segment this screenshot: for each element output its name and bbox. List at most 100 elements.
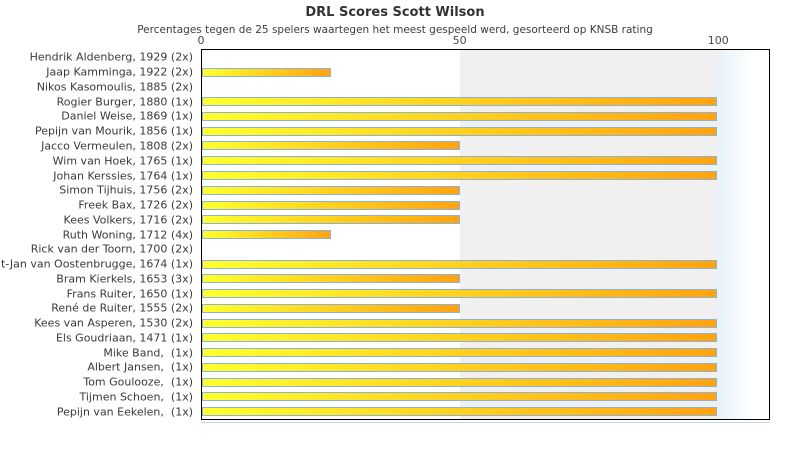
y-label: Frans Ruiter, 1650 (1x) [66,287,193,301]
y-label: Kees Volkers, 1716 (2x) [63,213,193,227]
y-label: Tom Goulooze, (1x) [83,375,193,389]
y-label: Nikos Kasomoulis, 1885 (2x) [36,80,193,94]
bar-row [202,286,769,301]
bar-row [202,50,769,65]
bar-row [202,242,769,257]
y-label: Pepijn van Eekelen, (1x) [56,405,193,419]
y-label-row: Jacco Vermeulen, 1808 (2x) [0,139,196,154]
y-label-row: Mike Band, (1x) [0,345,196,360]
x-tick-label: 50 [452,34,467,47]
y-label-row: Kees van Asperen, 1530 (2x) [0,316,196,331]
bar-row [202,316,769,331]
y-label: Wim van Hoek, 1765 (1x) [52,154,193,168]
bar [202,171,718,180]
bar [202,97,718,107]
y-label: Pepijn van Mourik, 1856 (1x) [34,124,193,138]
bar [202,215,460,225]
y-label-row: Tom Goulooze, (1x) [0,375,196,390]
bar-row [202,168,769,183]
bar-row [202,94,769,109]
bar-row [202,345,769,360]
y-label: René de Ruiter, 1555 (2x) [51,301,193,315]
bar [202,333,718,343]
band-50-100 [459,50,718,419]
band-beyond-100 [717,50,769,419]
bar [202,362,718,372]
y-label-row: Kees Volkers, 1716 (2x) [0,212,196,227]
bar-row [202,198,769,213]
y-label-row: Ruth Woning, 1712 (4x) [0,227,196,242]
chart-title: DRL Scores Scott Wilson [305,5,485,20]
bar [202,289,718,299]
bar [202,318,718,328]
y-label-row: Jaap Kamminga, 1922 (2x) [0,65,196,80]
y-label-row: Daniel Weise, 1869 (1x) [0,109,196,124]
y-label: Simon Tijhuis, 1756 (2x) [59,183,193,197]
y-label-row: Rogier Burger, 1880 (1x) [0,94,196,109]
plot-rows [202,50,769,419]
x-tick-label: 0 [197,34,205,47]
y-label: Ruth Woning, 1712 (4x) [62,228,193,242]
bar [202,200,460,210]
bar-row [202,360,769,375]
y-label: Johan Kerssies, 1764 (1x) [53,169,193,182]
bar [202,67,331,77]
y-label-row: Simon Tijhuis, 1756 (2x) [0,183,196,198]
y-label: Freek Bax, 1726 (2x) [78,198,193,212]
y-label: Tijmen Schoen, (1x) [79,390,194,404]
bar-row [202,227,769,242]
bar-row [202,80,769,95]
bar-row [202,212,769,227]
bar-row [202,109,769,124]
bar [202,377,718,387]
plot-shadow-line [201,422,770,423]
bar [202,348,718,358]
y-label: Mike Band, (1x) [103,346,193,360]
y-label: t-Jan van Oostenbrugge, 1674 (1x) [0,257,193,271]
bar-row [202,183,769,198]
bar [202,126,718,136]
y-label: Albert Jansen, (1x) [87,360,193,374]
y-label-row: Nikos Kasomoulis, 1885 (2x) [0,80,196,95]
y-label-row: Johan Kerssies, 1764 (1x) [0,168,196,183]
y-label-row: Els Goudriaan, 1471 (1x) [0,331,196,346]
y-label-row: Pepijn van Eekelen, (1x) [0,404,196,419]
x-axis-ticks: 0 50 100 [197,34,770,48]
bar-row [202,257,769,272]
bar [202,407,718,417]
bar [202,392,718,402]
y-label-row: Wim van Hoek, 1765 (1x) [0,153,196,168]
bar [202,230,331,240]
y-label: Bram Kierkels, 1653 (3x) [56,272,193,286]
bar [202,259,718,269]
y-label-row: Bram Kierkels, 1653 (3x) [0,271,196,286]
y-label-row: Pepijn van Mourik, 1856 (1x) [0,124,196,139]
bar-row [202,390,769,405]
bar-row [202,404,769,419]
bar-row [202,331,769,346]
bar [202,141,460,151]
bar [202,111,718,121]
bar-row [202,139,769,154]
y-label: Hendrik Aldenberg, 1929 (2x) [29,50,193,64]
bar [202,185,460,195]
y-label: Jaap Kamminga, 1922 (2x) [46,65,193,79]
y-label-row: René de Ruiter, 1555 (2x) [0,301,196,316]
y-label-row: Albert Jansen, (1x) [0,360,196,375]
y-label: Jacco Vermeulen, 1808 (2x) [41,139,193,153]
bar-row [202,153,769,168]
y-label-row: t-Jan van Oostenbrugge, 1674 (1x) [0,257,196,272]
chart-subtitle: Percentages tegen de 25 spelers waartege… [137,24,653,36]
bar [202,156,718,166]
bar-row [202,65,769,80]
y-label: Daniel Weise, 1869 (1x) [61,109,193,123]
y-label: Els Goudriaan, 1471 (1x) [55,331,193,345]
bar-row [202,271,769,286]
y-label-row: Tijmen Schoen, (1x) [0,390,196,405]
bar [202,274,460,284]
y-label: Rick van der Toorn, 1700 (2x) [30,242,193,256]
x-tick-label: 100 [707,34,729,47]
y-label-row: Frans Ruiter, 1650 (1x) [0,286,196,301]
bar-row [202,375,769,390]
